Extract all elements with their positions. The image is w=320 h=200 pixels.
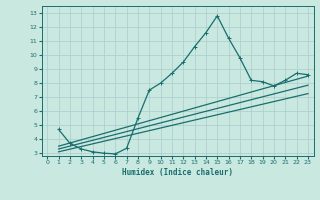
X-axis label: Humidex (Indice chaleur): Humidex (Indice chaleur) [122, 168, 233, 177]
